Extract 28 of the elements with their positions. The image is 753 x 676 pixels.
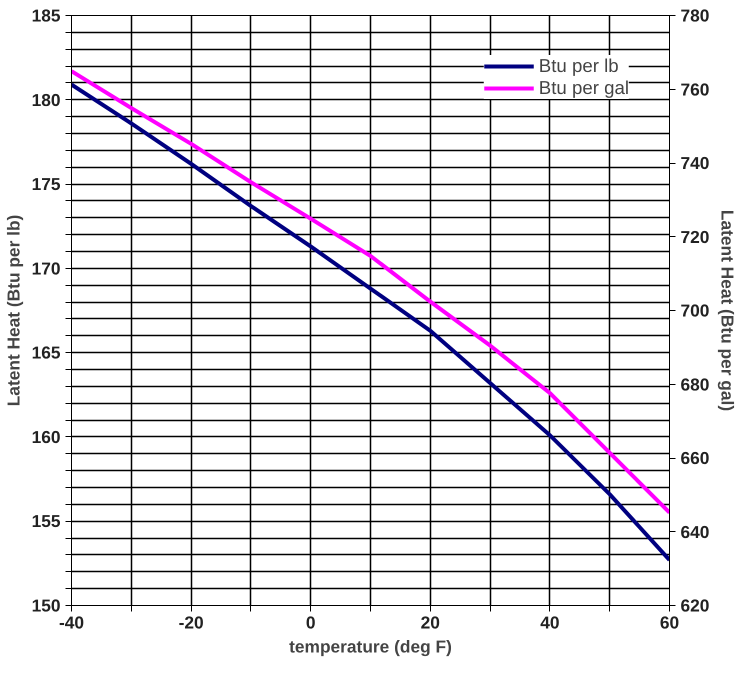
legend-label: Btu per lb — [538, 55, 619, 77]
y-tick-label: 180 — [32, 90, 61, 110]
y-axis-title: Latent Heat (Btu per lb) — [4, 214, 24, 406]
y2-tick-label: 620 — [680, 596, 710, 616]
y-tick-label: 150 — [32, 596, 61, 616]
y2-axis-title: Latent Heat (Btu per gal) — [717, 210, 738, 412]
y2-tick-label: 720 — [680, 226, 710, 247]
x-axis-title: temperature (deg F) — [289, 636, 452, 656]
y-tick-label: 170 — [32, 258, 61, 278]
y-tick-label: 165 — [32, 342, 61, 363]
x-tick-label: 40 — [540, 612, 560, 632]
y-tick-label: 155 — [32, 511, 61, 532]
x-tick-label: 0 — [306, 612, 316, 632]
y2-tick-label: 700 — [680, 300, 710, 320]
x-tick-label: -20 — [178, 612, 204, 632]
y-tick-label: 160 — [32, 426, 61, 447]
y-tick-label: 175 — [32, 174, 61, 194]
x-tick-label: 60 — [660, 612, 680, 632]
legend-label: Btu per gal — [538, 77, 629, 99]
y2-tick-label: 780 — [680, 6, 710, 26]
y2-tick-label: 660 — [680, 448, 710, 468]
y2-tick-label: 740 — [680, 153, 710, 173]
y-tick-label: 185 — [32, 6, 61, 26]
y2-tick-label: 680 — [680, 374, 710, 394]
x-tick-label: 20 — [420, 612, 440, 632]
y2-tick-label: 760 — [680, 79, 710, 100]
x-tick-label: -40 — [58, 612, 84, 632]
y2-tick-label: 640 — [680, 522, 710, 542]
